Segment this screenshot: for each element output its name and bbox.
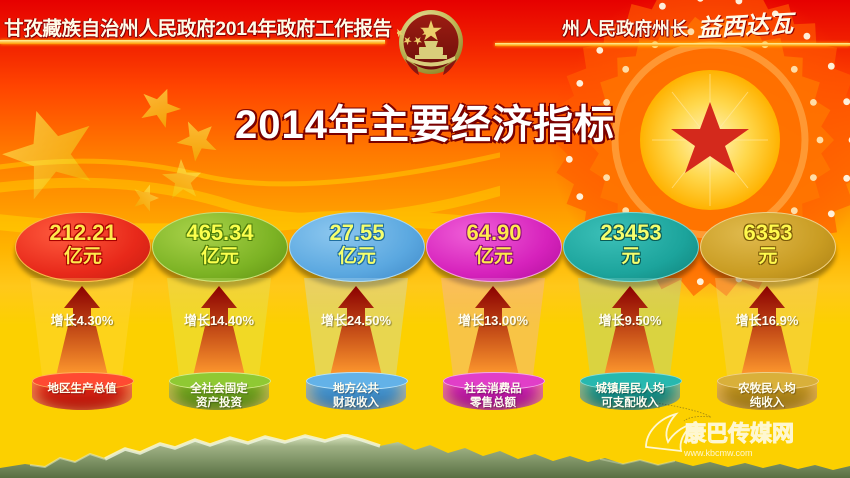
svg-text:www.kbcmw.com: www.kbcmw.com — [683, 448, 753, 458]
svg-text:康巴传媒网: 康巴传媒网 — [684, 421, 794, 446]
